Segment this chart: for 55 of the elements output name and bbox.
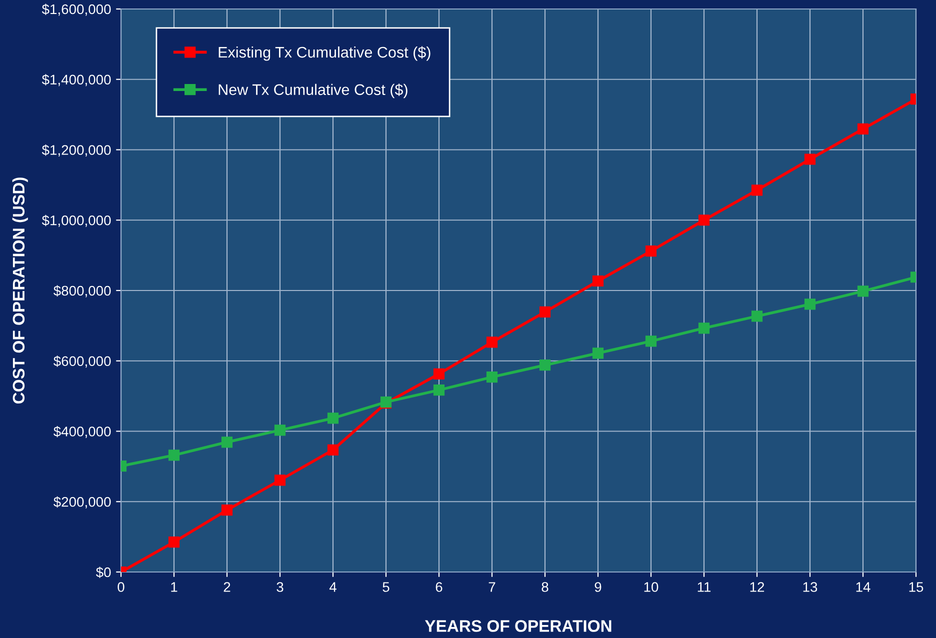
point (804, 154, 816, 165)
x-tick-label: 13 (803, 582, 818, 592)
x-tick-label: 2 (224, 582, 230, 592)
point (592, 348, 604, 359)
y-tick-label: $1,000,000 (42, 214, 111, 227)
x-tick-label: 3 (276, 582, 284, 592)
point (645, 246, 657, 257)
y-tick-label: $1,400,000 (42, 74, 111, 86)
point (751, 310, 763, 322)
y-axis-title: COST OF OPERATION (USD) (12, 178, 28, 404)
point (168, 450, 180, 461)
point (645, 336, 657, 347)
x-tick-label: 5 (382, 582, 390, 592)
y-tick-label: $0 (96, 566, 111, 578)
point (857, 286, 869, 297)
point (274, 474, 286, 486)
point (433, 368, 445, 380)
y-tick-label: $800,000 (54, 285, 111, 298)
y-tick-label: $600,000 (54, 356, 111, 368)
point (221, 436, 233, 448)
point (221, 504, 233, 516)
x-tick-label: 14 (856, 582, 870, 592)
point (539, 360, 551, 371)
x-tick-label: 12 (750, 582, 764, 592)
y-tick-label: $1,600,000 (42, 4, 111, 16)
x-tick-label: 10 (644, 582, 658, 592)
point (274, 424, 286, 436)
x-tick-label: 6 (436, 582, 442, 592)
x-tick-label: 1 (171, 582, 178, 592)
point (327, 444, 339, 456)
point (486, 336, 498, 348)
point (804, 298, 816, 310)
y-tick-label: $200,000 (54, 496, 111, 508)
point (857, 123, 869, 135)
point (698, 322, 710, 334)
point (592, 275, 604, 287)
point (539, 306, 551, 318)
x-tick-label: 4 (329, 582, 336, 592)
point (433, 384, 445, 396)
x-tick-label: 0 (118, 582, 124, 592)
x-tick-label: 7 (488, 582, 496, 592)
point (168, 536, 180, 548)
point (751, 184, 763, 196)
legend-label: Existing Tx Cumulative Cost ($) (218, 46, 430, 61)
point (327, 412, 339, 424)
point (486, 372, 498, 383)
y-tick-label: $1,200,000 (42, 144, 111, 157)
x-tick-label: 15 (909, 582, 924, 592)
legend-label: New Tx Cumulative Cost ($) (218, 84, 408, 98)
x-tick-label: 9 (594, 582, 602, 592)
x-tick-label: 11 (698, 582, 711, 592)
y-tick-label: $400,000 (54, 426, 111, 438)
x-tick-label: 8 (542, 582, 548, 592)
x-axis-title: YEARS OF OPERATION (424, 620, 612, 632)
point (698, 214, 710, 226)
